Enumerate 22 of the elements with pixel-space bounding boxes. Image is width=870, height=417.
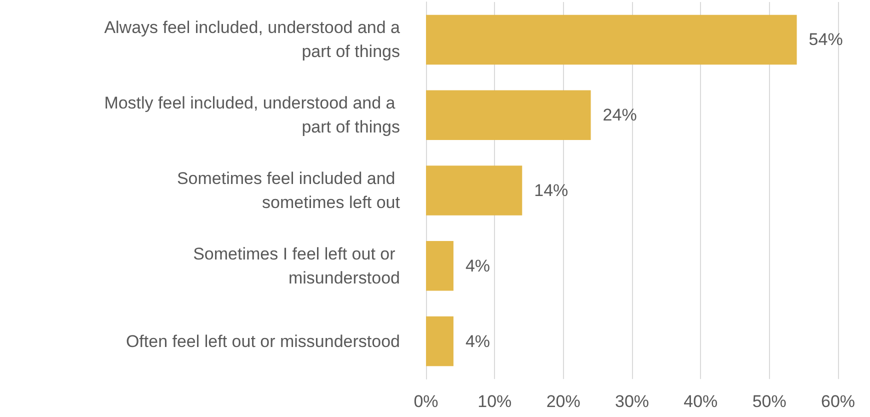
data-label: 24% xyxy=(602,106,637,125)
data-label: 14% xyxy=(534,181,568,200)
bar xyxy=(426,90,591,140)
y-tick-label: Sometimes I feel left out or misunderstood xyxy=(193,244,400,288)
y-tick-label: Sometimes feel included and sometimes left out xyxy=(176,169,400,212)
x-tick-label: 10% xyxy=(478,392,512,411)
x-tick-label: 30% xyxy=(614,392,650,411)
bar xyxy=(426,14,797,65)
data-label: 4% xyxy=(465,256,490,276)
y-tick-label: Mostly feel included, understood and a part of things xyxy=(104,94,400,137)
bar xyxy=(426,316,454,366)
y-tick-label: Always feel included, understood and a part of things xyxy=(104,18,401,62)
x-tick-label: 0% xyxy=(414,392,438,411)
bar xyxy=(426,241,454,291)
x-tick-label: 20% xyxy=(546,392,580,411)
data-label: 4% xyxy=(465,332,490,351)
x-tick-label: 50% xyxy=(752,392,786,411)
bar xyxy=(426,166,522,216)
x-tick-label: 60% xyxy=(820,392,856,411)
y-tick-label: Often feel left out or missunderstood xyxy=(126,332,400,351)
data-label: 54% xyxy=(808,30,843,50)
x-tick-label: 40% xyxy=(684,392,718,411)
